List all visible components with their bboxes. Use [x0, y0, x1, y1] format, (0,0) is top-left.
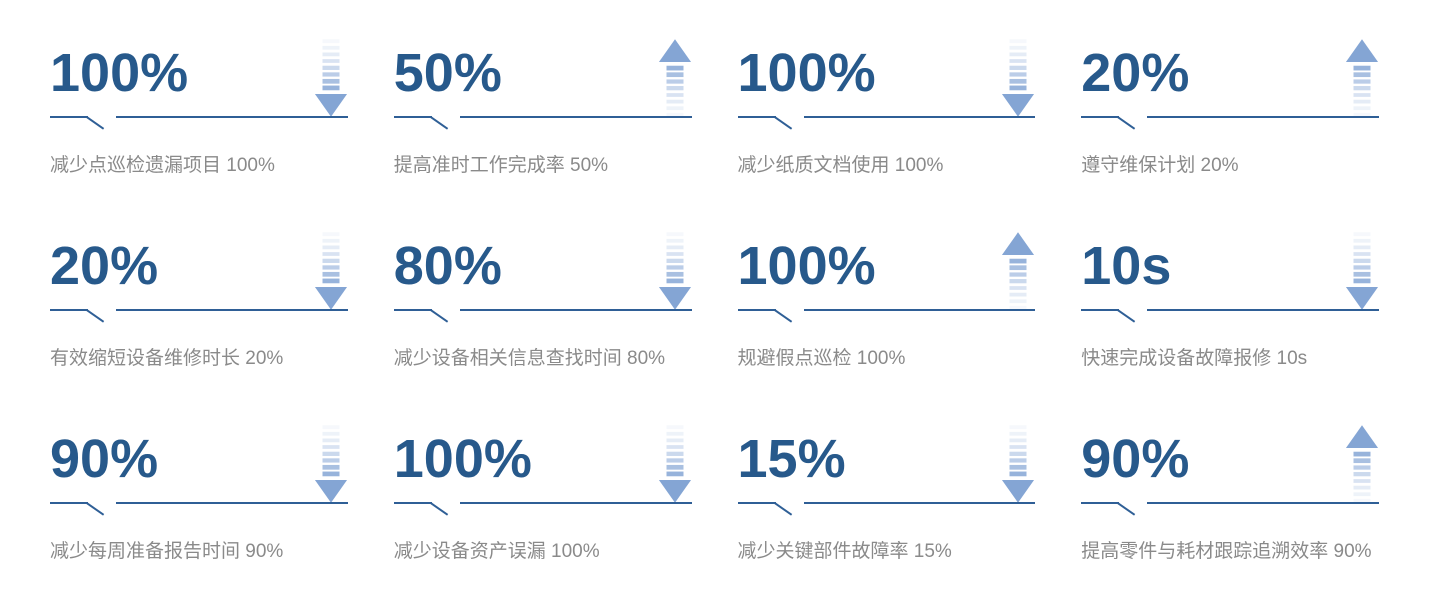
underline-rule: [50, 116, 348, 133]
trend-arrow-icon: [658, 231, 692, 311]
stat-value: 80%: [393, 236, 502, 296]
underline-rule: [50, 502, 348, 519]
stat-card: 80% 减少设备相关信息查找时间 80%: [393, 227, 692, 370]
stat-value: 100%: [737, 236, 876, 296]
stat-card: 100% 减少设备资产误漏 100%: [393, 420, 692, 563]
stat-card: 15% 减少关键部件故障率 15%: [737, 420, 1036, 563]
stat-value: 90%: [50, 429, 159, 489]
trend-arrow-icon: [658, 424, 692, 504]
stat-card: 10s 快速完成设备故障报修 10s: [1081, 227, 1379, 370]
stat-label: 减少设备资产误漏 100%: [393, 541, 600, 562]
stat-label: 提高零件与耗材跟踪追溯效率 90%: [1081, 541, 1372, 562]
stat-value: 20%: [1081, 43, 1190, 103]
stat-value: 10s: [1081, 236, 1172, 296]
trend-arrow-icon: [314, 38, 348, 118]
stat-label: 快速完成设备故障报修 10s: [1081, 348, 1308, 369]
stat-label: 提高准时工作完成率 50%: [393, 155, 609, 176]
stat-label: 减少纸质文档使用 100%: [737, 155, 944, 176]
stat-value: 100%: [737, 43, 876, 103]
stat-value: 100%: [50, 43, 189, 103]
stat-card: 20% 遵守维保计划 20%: [1081, 34, 1379, 177]
trend-arrow-icon: [314, 231, 348, 311]
stat-label: 遵守维保计划 20%: [1081, 155, 1239, 176]
stat-value: 20%: [50, 236, 159, 296]
stat-card: 100% 减少点巡检遗漏项目 100%: [50, 34, 348, 177]
stat-card: 100% 规避假点巡检 100%: [737, 227, 1036, 370]
stat-label: 减少关键部件故障率 15%: [737, 541, 952, 562]
stat-label: 减少每周准备报告时间 90%: [50, 541, 284, 562]
stat-card: 90% 提高零件与耗材跟踪追溯效率 90%: [1081, 420, 1379, 563]
stat-label: 规避假点巡检 100%: [737, 348, 906, 369]
stat-label: 有效缩短设备维修时长 20%: [50, 348, 284, 369]
stat-value: 100%: [393, 429, 532, 489]
stat-label: 减少点巡检遗漏项目 100%: [50, 155, 275, 176]
stat-value: 90%: [1081, 429, 1190, 489]
underline-rule: [1081, 502, 1379, 519]
underline-rule: [50, 309, 348, 326]
stat-card: 90% 减少每周准备报告时间 90%: [50, 420, 348, 563]
stat-value: 15%: [737, 429, 846, 489]
trend-arrow-icon: [1001, 424, 1035, 504]
trend-arrow-icon: [1001, 38, 1035, 118]
stats-grid: 100% 减少点巡检遗漏项目 100% 50% 提高准时工作完成率 50% 10…: [50, 0, 1379, 563]
stat-card: 20% 有效缩短设备维修时长 20%: [50, 227, 348, 370]
stat-card: 100% 减少纸质文档使用 100%: [737, 34, 1036, 177]
underline-rule: [737, 502, 1036, 519]
underline-rule: [393, 116, 692, 133]
underline-rule: [1081, 309, 1379, 326]
underline-rule: [737, 116, 1036, 133]
trend-arrow-icon: [1001, 231, 1035, 311]
trend-arrow-icon: [1345, 424, 1379, 504]
underline-rule: [1081, 116, 1379, 133]
stat-label: 减少设备相关信息查找时间 80%: [393, 348, 666, 369]
trend-arrow-icon: [1345, 38, 1379, 118]
stat-card: 50% 提高准时工作完成率 50%: [393, 34, 692, 177]
stat-value: 50%: [393, 43, 502, 103]
underline-rule: [393, 309, 692, 326]
underline-rule: [737, 309, 1036, 326]
trend-arrow-icon: [658, 38, 692, 118]
trend-arrow-icon: [1345, 231, 1379, 311]
trend-arrow-icon: [314, 424, 348, 504]
underline-rule: [393, 502, 692, 519]
